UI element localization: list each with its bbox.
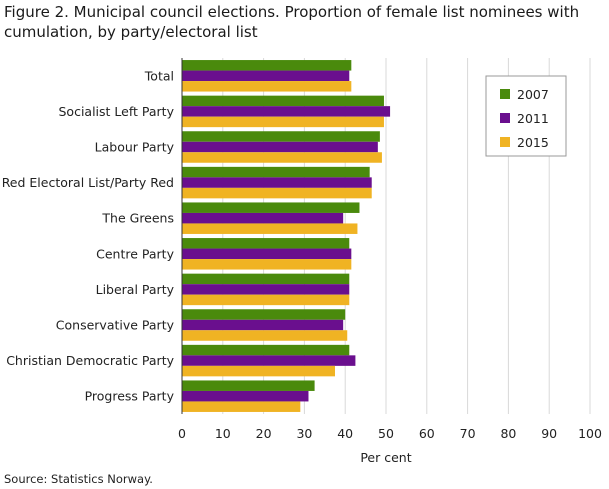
bar-2011: [182, 355, 356, 366]
legend-box: [485, 75, 567, 157]
legend-label: 2007: [517, 87, 549, 102]
bar-2015: [182, 152, 382, 163]
bar-2015: [182, 365, 335, 377]
category-label: Red Electoral List/Party Red: [2, 175, 174, 190]
bar-2007: [182, 380, 315, 391]
x-tick-label: 0: [178, 426, 186, 441]
category-label: Total: [144, 68, 174, 83]
bar-2011: [182, 141, 378, 153]
bar-2015: [182, 330, 348, 341]
category-label: Liberal Party: [96, 282, 175, 297]
x-axis-title: Per cent: [360, 450, 411, 465]
legend-swatch-2007: [500, 89, 510, 99]
bar-2015: [182, 81, 352, 92]
x-tick-label: 90: [541, 426, 557, 441]
chart-title: Figure 2. Municipal council elections. P…: [4, 3, 580, 41]
bar-2007: [182, 202, 360, 213]
bar-2007: [182, 238, 350, 249]
legend-swatch-2011: [500, 113, 510, 123]
bar-2007: [182, 273, 350, 285]
bar-2007: [182, 309, 346, 320]
bar-2011: [182, 70, 350, 82]
category-label: Christian Democratic Party: [6, 353, 174, 368]
category-label: Labour Party: [95, 140, 175, 155]
bar-2011: [182, 319, 344, 331]
x-tick-label: 10: [215, 426, 231, 441]
bar-2007: [182, 95, 384, 107]
x-tick-label: 70: [460, 426, 476, 441]
category-label: Conservative Party: [56, 318, 175, 333]
bar-2007: [182, 131, 380, 142]
x-tick-label: 20: [256, 426, 272, 441]
bar-2015: [182, 116, 384, 128]
x-tick-label: 40: [337, 426, 353, 441]
bar-2007: [182, 344, 350, 356]
category-label: Progress Party: [85, 389, 175, 404]
bar-2011: [182, 177, 372, 188]
chart-source: Source: Statistics Norway.: [4, 472, 153, 486]
category-label: Centre Party: [96, 246, 174, 261]
legend-label: 2015: [517, 135, 549, 150]
x-tick-label: 60: [419, 426, 435, 441]
bar-2007: [182, 60, 352, 71]
legend-label: 2011: [517, 111, 549, 126]
bar-2015: [182, 187, 372, 199]
bar-2011: [182, 106, 391, 117]
bar-2011: [182, 284, 350, 295]
legend-swatch-2015: [500, 137, 510, 147]
bar-2011: [182, 390, 309, 402]
x-tick-label: 50: [378, 426, 394, 441]
bar-2011: [182, 212, 344, 224]
category-label: The Greens: [101, 211, 174, 226]
bar-2015: [182, 223, 358, 234]
bar-2007: [182, 166, 370, 178]
bar-2015: [182, 401, 301, 412]
bar-2015: [182, 294, 350, 306]
x-tick-label: 30: [296, 426, 312, 441]
category-label: Socialist Left Party: [59, 104, 175, 119]
bar-2011: [182, 248, 352, 260]
bar-2015: [182, 259, 352, 270]
x-tick-label: 100: [578, 426, 602, 441]
x-tick-label: 80: [500, 426, 516, 441]
